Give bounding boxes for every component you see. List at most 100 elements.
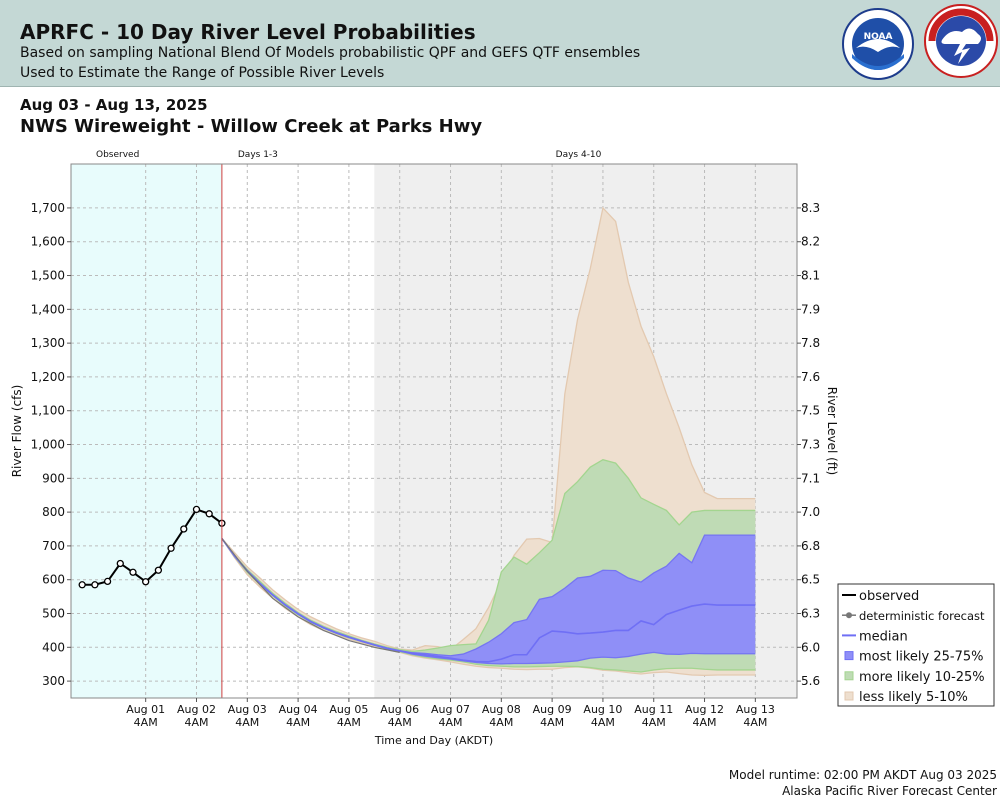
y-tick-label: 1,200 xyxy=(31,370,65,384)
y2-tick-label: 8.3 xyxy=(801,201,820,215)
y-tick-label: 300 xyxy=(42,674,65,688)
y-tick-label: 700 xyxy=(42,539,65,553)
x-tick-label-time: 4AM xyxy=(591,716,615,729)
y-tick-label: 1,500 xyxy=(31,269,65,283)
y-tick-label: 1,700 xyxy=(31,201,65,215)
y2-tick-label: 6.5 xyxy=(801,573,820,587)
observed-point xyxy=(142,578,150,586)
header-banner: APRFC - 10 Day River Level Probabilities… xyxy=(0,0,1000,87)
legend: observed deterministic forecast median most… xyxy=(837,583,995,707)
x-tick-label-day: Aug 05 xyxy=(329,703,368,716)
y2-tick-label: 7.9 xyxy=(801,302,820,316)
x-tick-label-day: Aug 07 xyxy=(431,703,470,716)
observed-point xyxy=(103,577,112,586)
x-tick-label-time: 4AM xyxy=(642,716,666,729)
y-tick-label: 1,000 xyxy=(31,438,65,452)
nws-logo[interactable] xyxy=(924,4,998,78)
page-title: APRFC - 10 Day River Level Probabilities xyxy=(20,20,476,44)
x-tick-label-day: Aug 01 xyxy=(126,703,165,716)
observed-point xyxy=(116,559,124,568)
legend-box xyxy=(837,583,995,707)
x-tick-label-day: Aug 08 xyxy=(482,703,521,716)
x-tick-label-day: Aug 13 xyxy=(736,703,775,716)
x-axis-title: Time and Day (AKDT) xyxy=(374,734,493,747)
y-tick-label: 1,600 xyxy=(31,235,65,249)
y-tick-label: 1,400 xyxy=(31,302,65,316)
observed-point xyxy=(205,510,213,518)
period-label: Days 1-3 xyxy=(238,150,278,160)
period-label: Observed xyxy=(96,150,139,160)
legend-label-more-likely: more likely 10-25% xyxy=(859,670,985,685)
x-tick-label-time: 4AM xyxy=(743,716,767,729)
legend-swatch-less-likely xyxy=(844,691,854,701)
x-tick-label-day: Aug 06 xyxy=(380,703,419,716)
x-tick-label-time: 4AM xyxy=(489,716,513,729)
x-tick-label-time: 4AM xyxy=(439,716,463,729)
observed-point xyxy=(129,568,137,576)
y-tick-label: 900 xyxy=(42,471,65,485)
legend-swatch-deterministic-dot xyxy=(846,612,852,619)
model-runtime: Model runtime: 02:00 PM AKDT Aug 03 2025 xyxy=(728,768,997,782)
y2-tick-label: 7.6 xyxy=(801,370,820,384)
observed-point xyxy=(167,544,175,552)
x-tick-label-day: Aug 02 xyxy=(177,703,216,716)
legend-label-median: median xyxy=(859,629,908,644)
legend-label-observed: observed xyxy=(859,589,919,604)
x-tick-label-day: Aug 10 xyxy=(583,703,622,716)
y2-tick-label: 7.0 xyxy=(801,505,820,519)
x-tick-label-time: 4AM xyxy=(134,716,158,729)
period-label: Days 4-10 xyxy=(556,150,602,160)
y2-tick-label: 7.1 xyxy=(801,471,820,485)
y-tick-label: 1,300 xyxy=(31,336,65,350)
y2-axis-title: River Level (ft) xyxy=(825,387,839,475)
more-likely-upper-edge xyxy=(221,459,756,653)
most-likely-band xyxy=(221,535,756,664)
observed-point xyxy=(192,505,201,514)
observed-point xyxy=(78,581,86,589)
deterministic-forecast-line xyxy=(221,538,400,653)
x-tick-label-day: Aug 03 xyxy=(228,703,267,716)
noaa-logo-text: NOAA xyxy=(864,32,893,42)
y2-tick-label: 8.2 xyxy=(801,235,820,249)
x-tick-label-time: 4AM xyxy=(235,716,259,729)
plot-frame xyxy=(70,163,798,699)
y-tick-label: 800 xyxy=(42,505,65,519)
legend-label-deterministic: deterministic forecast xyxy=(859,609,985,623)
legend-swatch-more-likely xyxy=(844,671,854,681)
period-bg-0 xyxy=(71,164,222,698)
y2-tick-label: 6.3 xyxy=(801,607,820,621)
x-tick-label-time: 4AM xyxy=(540,716,564,729)
x-tick-label-time: 4AM xyxy=(337,716,361,729)
y-axis-title: River Flow (cfs) xyxy=(10,385,24,478)
subtitle-line-1: Based on sampling National Blend Of Mode… xyxy=(20,45,641,61)
y2-tick-label: 7.8 xyxy=(801,336,820,350)
x-tick-label-day: Aug 04 xyxy=(279,703,318,716)
observed-point xyxy=(154,566,163,574)
less-likely-lower-edge xyxy=(221,538,756,677)
x-tick-label-time: 4AM xyxy=(184,716,208,729)
x-tick-label-day: Aug 09 xyxy=(533,703,572,716)
noaa-logo[interactable]: NOAA xyxy=(842,8,914,80)
y2-tick-label: 7.3 xyxy=(801,438,820,452)
legend-swatch-most-likely xyxy=(844,651,854,661)
station-name: NWS Wireweight - Willow Creek at Parks H… xyxy=(20,116,483,137)
y-tick-label: 500 xyxy=(42,607,65,621)
x-tick-label-time: 4AM xyxy=(388,716,412,729)
y2-tick-label: 6.0 xyxy=(801,640,820,654)
observed-point xyxy=(180,525,188,533)
x-tick-label-day: Aug 12 xyxy=(685,703,724,716)
observed-point xyxy=(91,581,99,589)
x-tick-label-day: Aug 11 xyxy=(634,703,673,716)
median-line xyxy=(221,538,756,663)
forecast-center: Alaska Pacific River Forecast Center xyxy=(782,784,997,798)
x-tick-label-time: 4AM xyxy=(693,716,717,729)
y-tick-label: 400 xyxy=(42,640,65,654)
plot-border xyxy=(70,163,798,699)
y2-tick-label: 7.5 xyxy=(801,404,820,418)
y-tick-label: 1,100 xyxy=(31,404,65,418)
x-tick-label-time: 4AM xyxy=(286,716,310,729)
y2-tick-label: 8.1 xyxy=(801,269,820,283)
y2-tick-label: 5.6 xyxy=(801,674,820,688)
